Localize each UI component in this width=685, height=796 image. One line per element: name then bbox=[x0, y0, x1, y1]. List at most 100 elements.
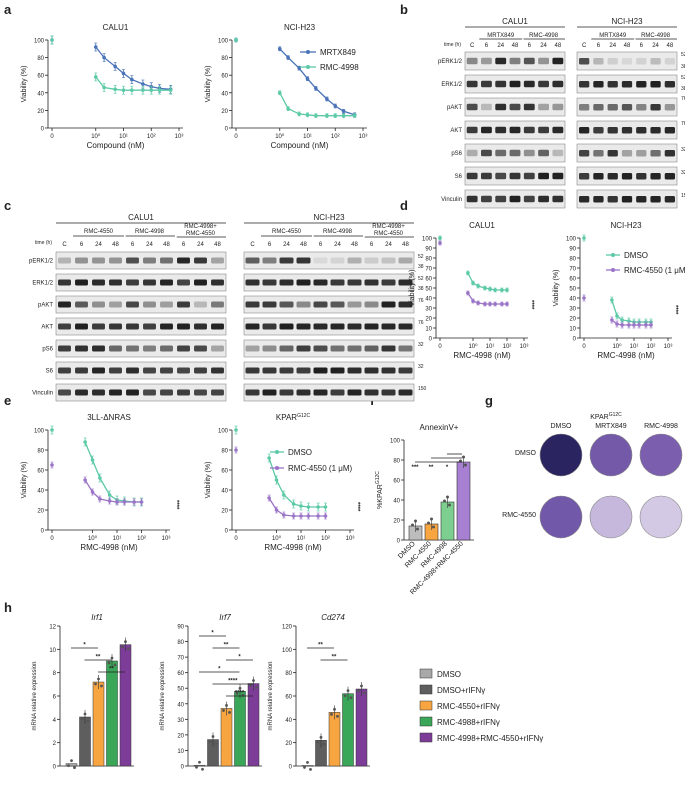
chart-title-a-calu1: CALU1 bbox=[103, 23, 129, 32]
data-point-a-h23-1 bbox=[314, 113, 318, 118]
dot-f-1 bbox=[427, 521, 430, 525]
y-tick-label-h-0: 4 bbox=[53, 718, 57, 724]
x-tick-label-a-h23: 10³ bbox=[359, 134, 368, 140]
data-point-a-calu1-1 bbox=[168, 88, 173, 92]
y-tick-label-d-calu1: 90 bbox=[425, 247, 432, 253]
blot-row-label-c-calu1: pERK1/2 bbox=[29, 259, 54, 265]
lane-label-b-calu1: 24 bbox=[540, 43, 547, 49]
y-tick-label-d-calu1: 20 bbox=[425, 317, 432, 323]
colony-plate-g bbox=[539, 433, 583, 477]
lane-label-c-calu1: 6 bbox=[182, 242, 186, 248]
blot-band-c-calu1 bbox=[126, 345, 139, 352]
y-tick-label-d-calu1: 50 bbox=[425, 287, 432, 293]
data-point-a-calu1-1 bbox=[102, 85, 106, 90]
blot-band-c-calu1 bbox=[58, 279, 71, 286]
blot-band-b-calu1 bbox=[552, 103, 564, 111]
dot-h-0 bbox=[94, 682, 97, 686]
data-point-a-h23-1 bbox=[234, 38, 238, 42]
blot-band-c-calu1 bbox=[75, 323, 88, 330]
data-point-a-calu1-1 bbox=[141, 88, 145, 92]
legend-label-h-4: RMC-4998+RMC-4550+rIFNγ bbox=[437, 734, 543, 743]
chart-title-e-kpar: KPARG12C bbox=[276, 413, 311, 422]
dot-h-0 bbox=[121, 645, 124, 649]
y-tick-label-d-calu1: 80 bbox=[425, 257, 432, 263]
data-point-e-3ll-1 bbox=[115, 500, 119, 504]
x-tick-label-a-calu1: 0 bbox=[50, 134, 54, 140]
blot-band-c-h23 bbox=[364, 301, 379, 308]
dot-h-0 bbox=[100, 684, 103, 688]
y-tick-label-h-2: 80 bbox=[285, 671, 292, 677]
y-tick-label-a-calu1: 100 bbox=[34, 39, 45, 45]
blot-band-b-calu1 bbox=[552, 126, 564, 134]
dot-h-1 bbox=[235, 691, 239, 695]
blot-strip-c-h23 bbox=[243, 317, 415, 336]
data-point-e-3ll-1 bbox=[122, 500, 127, 504]
group-label-c-h23: RMC-4550 bbox=[374, 231, 404, 237]
x-tick-label-e-kpar: 10³ bbox=[346, 536, 355, 542]
x-tick-label-a-h23: 10² bbox=[331, 134, 340, 140]
mw-marker-b: 38 bbox=[681, 64, 685, 70]
data-point-d-h23-1 bbox=[620, 323, 624, 327]
blot-band-b-h23 bbox=[593, 58, 604, 65]
data-point-e-3ll-1 bbox=[90, 490, 95, 494]
y-tick-label-a-calu1: 0 bbox=[41, 127, 45, 133]
data-point-e-kpar-0 bbox=[299, 504, 303, 508]
blot-band-c-h23 bbox=[347, 323, 362, 330]
x-tick-label-d-calu1: 10¹ bbox=[486, 344, 495, 350]
data-point-e-kpar-1 bbox=[306, 514, 311, 518]
y-tick-label-d-calu1: 100 bbox=[422, 237, 433, 243]
data-point-e-3ll-1 bbox=[139, 500, 144, 504]
bar-h-0-0 bbox=[65, 763, 78, 767]
blot-band-b-calu1 bbox=[538, 80, 549, 88]
blot-band-c-calu1 bbox=[58, 367, 71, 374]
blot-band-b-h23 bbox=[664, 173, 675, 180]
dot-f-0 bbox=[414, 519, 417, 523]
sig-label-h-1: **** bbox=[235, 691, 245, 697]
dot-h-2 bbox=[357, 689, 360, 693]
blot-band-b-calu1 bbox=[466, 103, 478, 111]
lane-label-c-calu1: 48 bbox=[214, 242, 221, 248]
blot-band-b-calu1 bbox=[481, 57, 492, 65]
legend-swatch-h-2 bbox=[419, 700, 433, 711]
blot-band-c-calu1 bbox=[126, 279, 139, 286]
data-point-d-calu1-1 bbox=[500, 302, 504, 306]
y-axis-label-f: %KPARG12C bbox=[375, 471, 384, 509]
data-point-a-h23-0 bbox=[305, 76, 310, 81]
sig-label-h-0: * bbox=[83, 643, 86, 649]
lane-label-b-h23: 24 bbox=[652, 43, 659, 49]
legend-marker-d-1 bbox=[611, 268, 615, 272]
blot-band-c-h23 bbox=[364, 257, 379, 264]
legend-label-h-1: DMSO+rIFNγ bbox=[437, 686, 485, 695]
dot-h-0 bbox=[107, 661, 111, 665]
y-axis-label-e-3ll: Viability (%) bbox=[21, 462, 28, 499]
blot-band-c-calu1 bbox=[211, 345, 224, 352]
lane-label-b-calu1: 6 bbox=[528, 43, 532, 49]
x-tick-label-d-calu1: 10² bbox=[503, 344, 512, 350]
data-point-a-h23-1 bbox=[286, 106, 290, 111]
blot-band-b-calu1 bbox=[495, 126, 507, 134]
x-tick-label-e-kpar: 10² bbox=[321, 536, 330, 542]
blot-band-c-h23 bbox=[279, 279, 294, 286]
y-tick-label-h-0: 12 bbox=[49, 625, 56, 631]
dot-h-0 bbox=[113, 663, 117, 667]
sig-label-h-1: * bbox=[238, 655, 241, 661]
data-point-e-3ll-0 bbox=[90, 458, 95, 462]
legend-label-h-0: DMSO bbox=[437, 670, 461, 679]
blot-band-c-calu1 bbox=[109, 345, 122, 352]
blot-band-c-h23 bbox=[313, 323, 328, 330]
dot-f-3 bbox=[464, 463, 467, 467]
colony-plate-g bbox=[539, 495, 583, 539]
blot-band-b-calu1 bbox=[523, 103, 535, 111]
blot-band-b-h23 bbox=[579, 127, 590, 134]
dot-h-0 bbox=[110, 656, 114, 660]
y-axis-label-a-calu1: Viability (%) bbox=[21, 66, 28, 103]
blot-band-c-h23 bbox=[330, 279, 345, 286]
blot-band-b-calu1 bbox=[523, 126, 535, 134]
x-axis-label-a-h23: Compound (nM) bbox=[271, 141, 329, 150]
blot-band-c-calu1 bbox=[211, 389, 224, 396]
chart-title-h-1: Irf7 bbox=[219, 613, 231, 622]
blot-strip-c-h23 bbox=[243, 361, 415, 380]
data-point-e-kpar-1 bbox=[316, 514, 320, 518]
blot-band-b-calu1 bbox=[552, 149, 564, 157]
data-point-a-calu1-0 bbox=[113, 64, 117, 69]
